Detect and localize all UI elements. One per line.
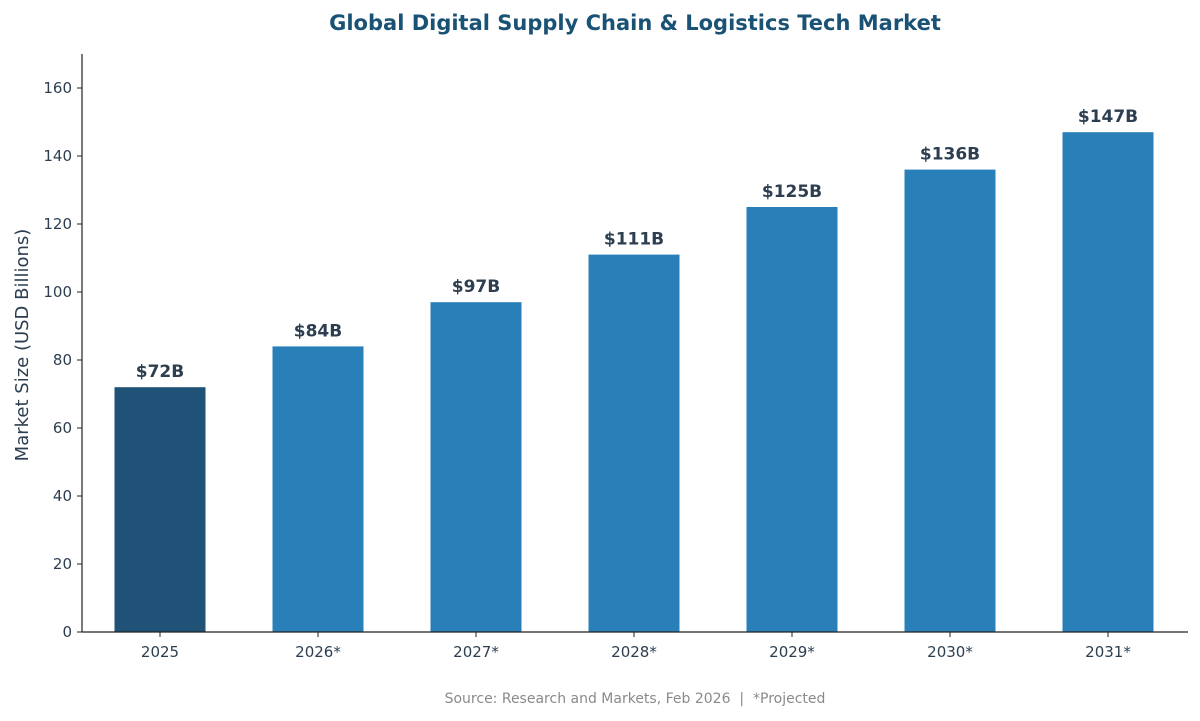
y-axis-label: Market Size (USD Billions) (12, 229, 33, 462)
x-tick-label: 2030* (927, 643, 973, 661)
data-label: $84B (294, 321, 342, 341)
bar-2028 (588, 254, 680, 632)
bar-2025 (114, 387, 206, 632)
y-tick-label: 100 (43, 283, 72, 301)
data-label: $136B (920, 145, 980, 165)
bar-2029 (746, 207, 838, 632)
bar-2031 (1062, 132, 1154, 632)
bar-2030 (904, 169, 996, 632)
x-tick-label: 2027* (453, 643, 499, 661)
y-tick-label: 40 (53, 487, 72, 505)
y-tick-label: 20 (53, 555, 72, 573)
y-tick-label: 80 (53, 351, 72, 369)
data-label: $72B (136, 362, 184, 382)
data-label: $125B (762, 182, 822, 202)
x-tick-label: 2029* (769, 643, 815, 661)
x-tick-label: 2028* (611, 643, 657, 661)
y-tick-label: 140 (43, 147, 72, 165)
y-tick-label: 160 (43, 79, 72, 97)
x-tick-label: 2025 (141, 643, 179, 661)
bar-2027 (430, 302, 522, 632)
x-tick-label: 2026* (295, 643, 341, 661)
y-tick-label: 60 (53, 419, 72, 437)
data-label: $97B (452, 277, 500, 297)
x-tick-label: 2031* (1085, 643, 1131, 661)
y-tick-label: 120 (43, 215, 72, 233)
chart-title: Global Digital Supply Chain & Logistics … (329, 11, 941, 35)
data-label: $111B (604, 230, 664, 250)
y-tick-label: 0 (62, 623, 72, 641)
bar-2026 (272, 346, 364, 632)
source-footnote: Source: Research and Markets, Feb 2026 |… (445, 691, 826, 707)
data-label: $147B (1078, 107, 1138, 127)
